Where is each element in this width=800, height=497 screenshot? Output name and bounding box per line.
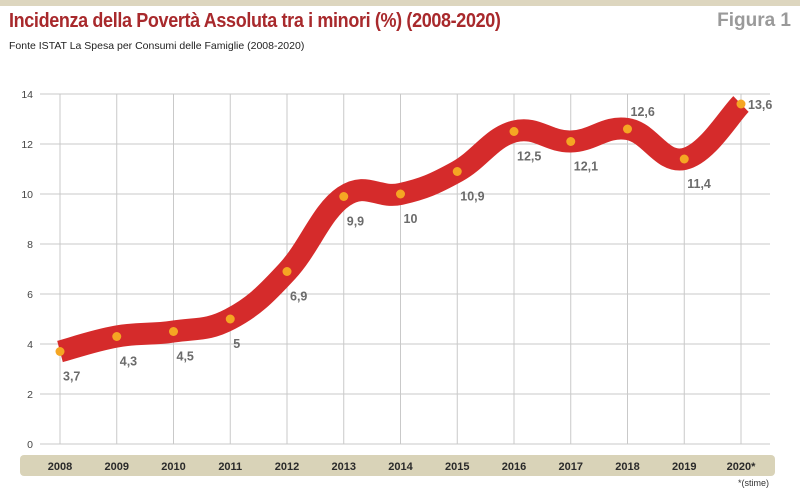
data-point — [112, 332, 122, 341]
label-layer: 3,7 4,3 4,5 5 6,9 9,9 10 10,9 12,5 12,1 12,6 11,4 13… — [63, 98, 772, 384]
data-label: 12,6 — [631, 105, 655, 119]
data-point — [225, 314, 235, 324]
x-tick-label: 2016 — [502, 461, 526, 473]
data-label: 10,9 — [460, 190, 484, 204]
y-tick-label: 12 — [21, 139, 33, 151]
x-tick-label: 2009 — [105, 461, 129, 473]
data-point — [55, 347, 65, 356]
chart-source: Fonte ISTAT La Spesa per Consumi delle F… — [9, 40, 305, 52]
data-point — [736, 99, 746, 109]
y-tick-label: 8 — [27, 239, 33, 251]
y-tick-label: 0 — [27, 439, 33, 451]
y-tick-label: 2 — [27, 389, 33, 401]
data-point — [396, 189, 405, 199]
data-label: 13,6 — [748, 98, 772, 112]
x-tick-label: 2015 — [445, 461, 469, 473]
data-label: 10 — [404, 212, 418, 226]
data-point — [623, 124, 632, 134]
data-point — [679, 154, 689, 164]
x-tick-label: 2017 — [559, 461, 583, 473]
data-label: 11,4 — [687, 177, 711, 191]
data-point — [566, 137, 576, 146]
x-tick-label: 2011 — [218, 461, 242, 473]
y-tick-label: 4 — [27, 339, 33, 351]
x-tick-label: 2008 — [48, 461, 72, 473]
data-point — [339, 192, 349, 201]
x-tick-label: 2010 — [161, 461, 185, 473]
data-label: 9,9 — [347, 215, 364, 229]
x-tick-label: 2018 — [615, 461, 639, 473]
y-tick-label: 14 — [21, 89, 33, 101]
data-label: 12,1 — [574, 160, 598, 174]
data-point — [509, 127, 519, 136]
data-point — [169, 327, 178, 336]
axis-layer: 0 2 4 6 8 10 12 14 2008 2009 2010 2011 2012 2013 2014 2… — [20, 89, 775, 476]
marker-layer — [55, 99, 746, 356]
y-tick-label: 10 — [21, 189, 33, 201]
data-label: 4,3 — [120, 355, 137, 369]
data-label: 4,5 — [177, 350, 194, 364]
data-label: 6,9 — [290, 290, 307, 304]
x-tick-label: 2020* — [727, 461, 756, 473]
data-label: 3,7 — [63, 370, 80, 384]
chart-title: Incidenza della Povertà Assoluta tra i m… — [9, 10, 501, 32]
x-axis-bar — [20, 455, 775, 476]
x-tick-label: 2014 — [388, 461, 413, 473]
data-label: 12,5 — [517, 150, 541, 164]
y-tick-label: 6 — [27, 289, 33, 301]
x-tick-label: 2013 — [332, 461, 356, 473]
top-rule — [0, 0, 800, 6]
data-label: 5 — [233, 337, 240, 351]
figure-label: Figura 1 — [717, 10, 791, 31]
data-point — [452, 167, 462, 176]
x-tick-label: 2019 — [672, 461, 696, 473]
x-tick-label: 2012 — [275, 461, 299, 473]
chart-note: *(stime) — [738, 478, 769, 488]
data-point — [282, 267, 292, 276]
